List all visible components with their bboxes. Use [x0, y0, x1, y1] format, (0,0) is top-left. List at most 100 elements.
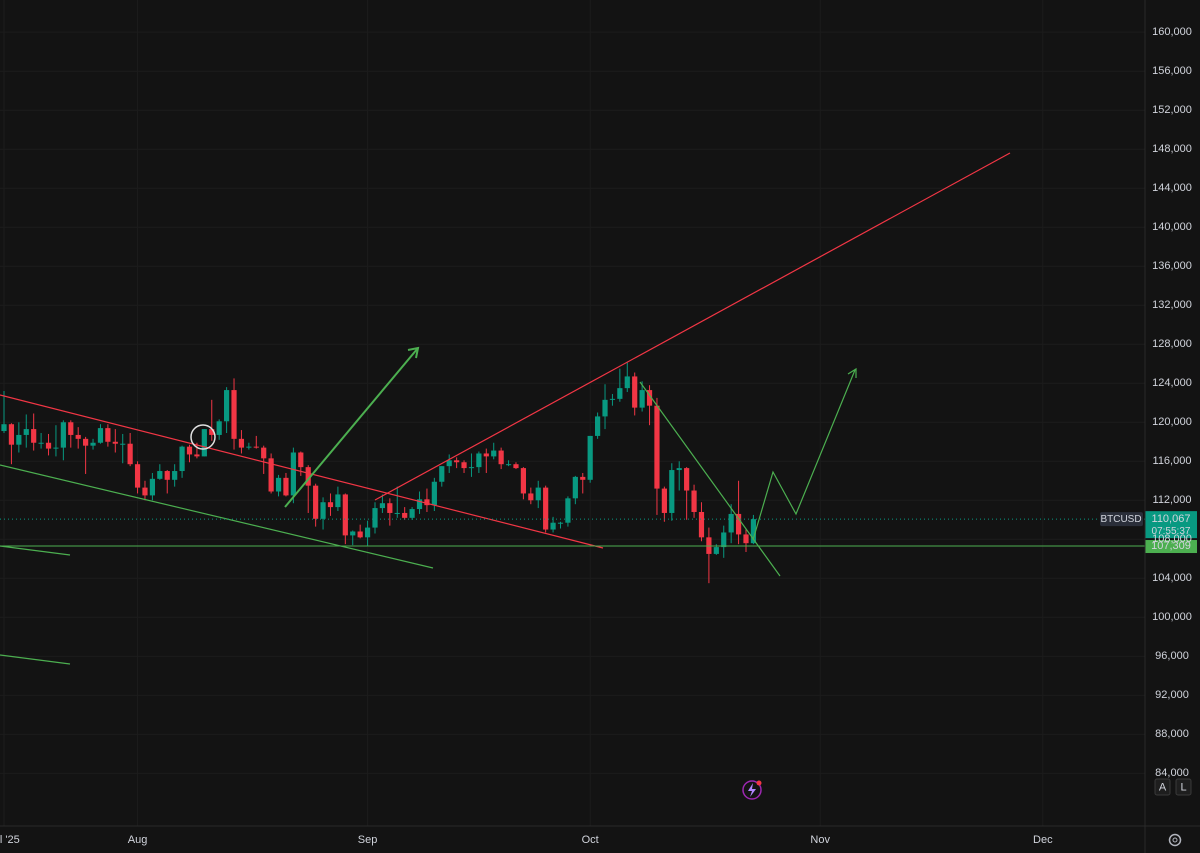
candle-body: [394, 512, 400, 514]
trendline: [0, 394, 604, 549]
icon-ring: [742, 780, 762, 800]
candle-body: [8, 424, 15, 445]
candle-body: [253, 446, 259, 448]
candle-body: [231, 390, 237, 439]
candle-body: [483, 453, 489, 457]
candle-body: [261, 447, 267, 459]
candle-body: [209, 429, 215, 435]
gear-hub: [1172, 837, 1178, 843]
y-tick-label: 116,000: [1153, 455, 1192, 467]
candle-body: [105, 428, 111, 442]
candle-body: [275, 477, 282, 492]
button-label[interactable]: A: [1159, 781, 1167, 793]
candle-body: [676, 468, 682, 471]
candle-body: [83, 438, 89, 446]
settings-icon[interactable]: [1168, 833, 1182, 847]
candle-body: [661, 488, 667, 513]
trendline: [374, 152, 1011, 501]
candle-body: [491, 450, 497, 457]
candle-body: [721, 532, 727, 548]
y-tick-label: 132,000: [1152, 299, 1192, 311]
candle-body: [342, 494, 348, 536]
candle-body: [246, 446, 252, 448]
x-tick-label: Sep: [358, 834, 378, 846]
x-tick-label: Aug: [128, 834, 148, 846]
candle-body: [439, 466, 445, 482]
arrow-head: [407, 346, 420, 359]
trendline: [0, 545, 71, 556]
button-label[interactable]: L: [1180, 781, 1186, 793]
candle-body: [38, 442, 44, 444]
assistant-icon[interactable]: [742, 780, 762, 800]
candle-body: [179, 446, 185, 472]
marker-circle: [190, 424, 216, 450]
candle-body: [387, 503, 393, 513]
y-tick-label: 120,000: [1152, 416, 1192, 428]
candle-body: [172, 471, 178, 480]
candle-body: [461, 462, 467, 469]
candle-body: [186, 446, 193, 455]
candle-body: [476, 453, 482, 468]
last-price-label: 110,067: [1152, 513, 1191, 525]
candle-body: [216, 421, 222, 435]
candle-body: [431, 481, 437, 506]
candle-body: [595, 416, 601, 436]
candle-body: [617, 388, 623, 399]
countdown: 07:55:37: [1152, 526, 1191, 537]
arrow: [284, 347, 419, 508]
y-tick-label: 128,000: [1152, 338, 1192, 350]
candle-body: [224, 390, 230, 422]
trendline: [639, 381, 781, 577]
candle-body: [468, 467, 475, 469]
grid: [0, 0, 1145, 826]
button-box[interactable]: [1154, 778, 1171, 796]
y-tick-label: 148,000: [1152, 143, 1192, 155]
candle-body: [528, 493, 534, 501]
symbol-tag: [1100, 512, 1143, 527]
candle-body: [372, 508, 378, 528]
gear: [1168, 833, 1182, 847]
y-tick-label: 84,000: [1155, 767, 1189, 779]
button-box[interactable]: [1175, 778, 1192, 796]
candle-body: [750, 519, 757, 544]
candle-body: [298, 452, 304, 468]
candle-body: [691, 490, 697, 512]
candle-body: [669, 470, 675, 513]
candle-body: [557, 522, 564, 524]
arrow-head: [847, 367, 857, 378]
candle-body: [446, 460, 452, 467]
candle-body: [587, 435, 593, 480]
candle-body: [416, 499, 423, 510]
hline-tag: [1145, 540, 1197, 554]
candle-body: [194, 454, 200, 457]
candle-body: [75, 434, 81, 439]
candle-body: [550, 522, 556, 530]
candle-body: [290, 452, 296, 496]
hline-label: 107,309: [1151, 540, 1191, 552]
candle-body: [602, 399, 608, 417]
projection-path: [752, 369, 856, 541]
candle-body: [743, 534, 749, 544]
candle-body: [535, 487, 541, 501]
candle-body: [157, 471, 163, 479]
candle-body: [454, 460, 460, 463]
candle-body: [127, 443, 133, 465]
y-tick-label: 136,000: [1152, 260, 1192, 272]
candle-body: [632, 376, 638, 408]
candle-body: [68, 422, 74, 435]
candle-body: [402, 512, 408, 518]
y-tick-label: 140,000: [1152, 221, 1192, 233]
candle-body: [409, 509, 415, 518]
y-tick-label: 152,000: [1152, 104, 1192, 116]
candle-body: [379, 503, 386, 509]
icon-dot: [756, 780, 762, 786]
y-tick-label: 112,000: [1153, 494, 1192, 506]
candle-body: [572, 476, 578, 499]
candle-body: [1, 424, 7, 432]
candle-body: [149, 478, 155, 496]
candle-body: [16, 434, 22, 445]
candle-body: [45, 442, 52, 449]
candle-body: [327, 502, 334, 508]
